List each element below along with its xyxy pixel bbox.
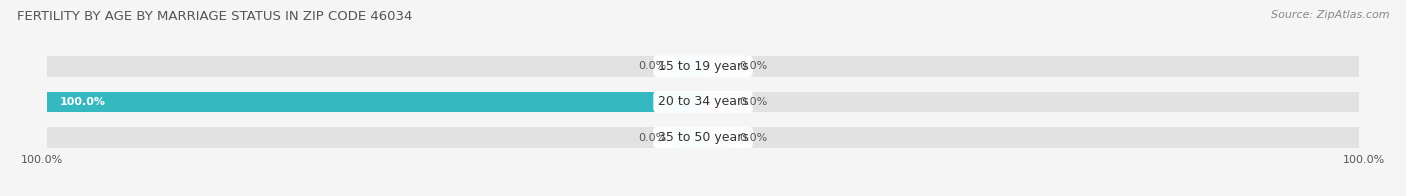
Bar [46,92,1360,112]
Bar [676,56,703,77]
Bar [46,92,703,112]
Text: 0.0%: 0.0% [740,132,768,142]
Text: 0.0%: 0.0% [638,61,666,71]
Bar [703,56,730,77]
Text: 100.0%: 100.0% [1343,155,1385,165]
Text: 0.0%: 0.0% [638,132,666,142]
Text: 0.0%: 0.0% [740,61,768,71]
Text: 100.0%: 100.0% [60,97,105,107]
Text: 0.0%: 0.0% [740,97,768,107]
Text: 15 to 19 years: 15 to 19 years [658,60,748,73]
Bar [46,56,1360,77]
Bar [703,92,730,112]
Bar [46,127,1360,148]
Text: Source: ZipAtlas.com: Source: ZipAtlas.com [1271,10,1389,20]
Text: 20 to 34 years: 20 to 34 years [658,95,748,108]
Text: FERTILITY BY AGE BY MARRIAGE STATUS IN ZIP CODE 46034: FERTILITY BY AGE BY MARRIAGE STATUS IN Z… [17,10,412,23]
Bar [703,127,730,148]
Text: 35 to 50 years: 35 to 50 years [658,131,748,144]
Bar [676,127,703,148]
Text: 100.0%: 100.0% [21,155,63,165]
